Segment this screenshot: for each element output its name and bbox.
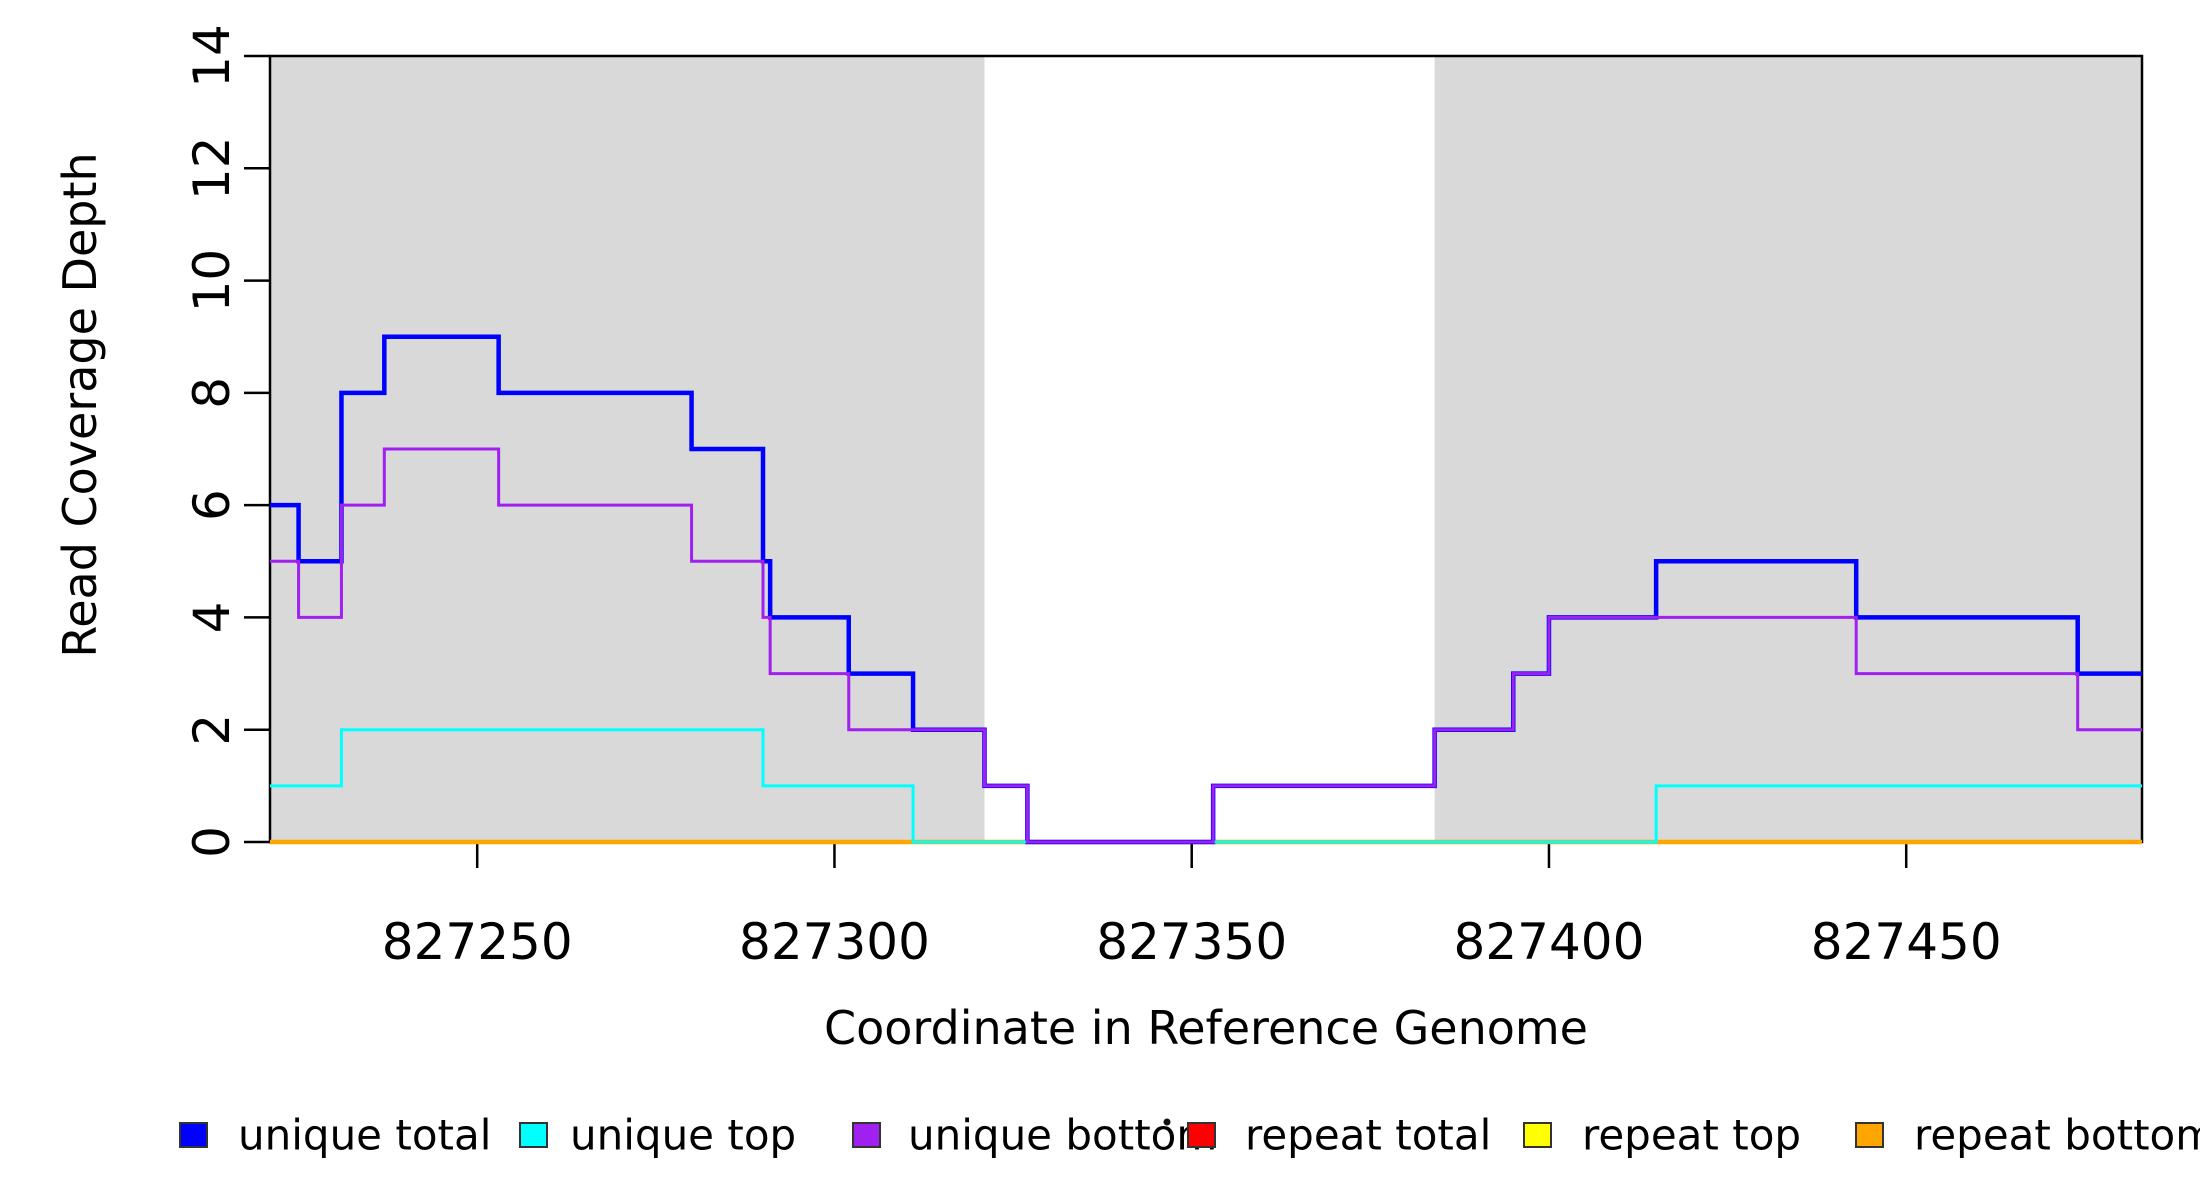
x-axis-tick-label: 827300	[739, 913, 930, 971]
y-axis-tick-label: 8	[183, 377, 241, 409]
legend-label-unique-bottom: unique bottom	[908, 1111, 1217, 1160]
legend-swatch-repeat-bottom	[1855, 1122, 1884, 1148]
y-axis-tick-label: 14	[183, 24, 241, 88]
y-axis-title: Read Coverage Depth	[53, 152, 107, 658]
x-axis-tick-label: 827250	[382, 913, 573, 971]
y-axis-tick-label: 4	[183, 602, 241, 634]
legend-swatch-repeat-top	[1523, 1122, 1552, 1148]
legend-swatch-unique-top	[519, 1122, 548, 1148]
x-axis-tick-label: 827450	[1811, 913, 2002, 971]
x-axis-title: Coordinate in Reference Genome	[824, 1001, 1588, 1055]
legend-label-repeat-total: repeat total	[1245, 1111, 1491, 1160]
small-dot-artifact	[1163, 1118, 1171, 1126]
series-unique-top	[270, 728, 2142, 844]
legend-swatch-repeat-total	[1187, 1122, 1216, 1148]
repeat-region-shade	[1434, 56, 2142, 842]
legend-label-repeat-bottom: repeat bottom	[1914, 1111, 2200, 1160]
y-axis-tick-label: 0	[183, 826, 241, 858]
legend-label-repeat-top: repeat top	[1582, 1111, 1801, 1160]
legend-label-unique-top: unique top	[570, 1111, 796, 1160]
y-axis-tick-label: 10	[183, 249, 241, 313]
legend-swatch-unique-bottom	[852, 1122, 881, 1148]
legend-swatch-unique-total	[179, 1122, 208, 1148]
y-axis-tick-label: 6	[183, 489, 241, 521]
repeat-region-shade	[270, 56, 985, 842]
x-axis-tick-label: 827400	[1454, 913, 1645, 971]
y-axis-tick-label: 12	[183, 136, 241, 200]
series-unique-bottom	[270, 447, 2142, 844]
y-axis-tick-label: 2	[183, 714, 241, 746]
x-axis-tick-label: 827350	[1096, 913, 1287, 971]
legend-label-unique-total: unique total	[238, 1111, 491, 1160]
